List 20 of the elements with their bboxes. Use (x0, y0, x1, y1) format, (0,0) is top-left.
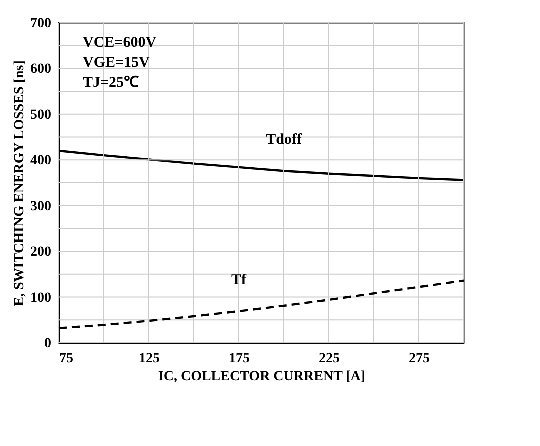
x-tick-label: 75 (60, 352, 74, 366)
y-tick-label: 700 (30, 16, 52, 32)
series-label: Tf (232, 272, 248, 288)
x-tick-label: 175 (229, 352, 250, 366)
y-tick-label: 100 (30, 290, 52, 306)
y-tick-label: 300 (30, 199, 52, 214)
series-label: Tdoff (266, 132, 303, 148)
y-tick-label: 0 (44, 336, 52, 352)
annotation: VCE=600V (83, 35, 157, 51)
y-tick-label: 400 (30, 154, 52, 169)
y-axis-title: E, SWITCHING ENERGY LOSSES [ns] (12, 60, 28, 306)
annotation: TJ=25℃ (83, 75, 140, 91)
x-tick-label: 125 (139, 352, 160, 366)
y-tick-label: 200 (30, 245, 52, 260)
y-tick-label: 500 (30, 108, 52, 123)
y-tick-label: 600 (30, 62, 52, 78)
x-tick-label: 275 (409, 352, 430, 366)
x-axis-title: IC, COLLECTOR CURRENT [A] (158, 370, 366, 384)
x-tick-label: 225 (319, 352, 340, 366)
annotation: VGE=15V (83, 55, 150, 71)
